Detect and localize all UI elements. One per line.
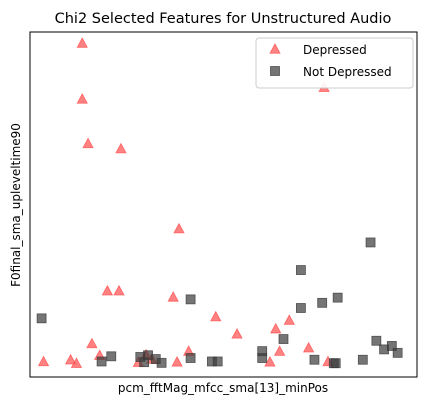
depressed-point <box>70 357 83 368</box>
not-depressed-point <box>278 334 289 344</box>
not-depressed-point <box>212 356 223 367</box>
not-depressed-point <box>106 351 117 362</box>
depressed-point <box>273 345 286 356</box>
depressed-point <box>76 37 88 48</box>
depressed-point <box>86 337 98 349</box>
legend-square-icon <box>270 66 280 76</box>
not-depressed-point <box>257 353 268 363</box>
not-depressed-point <box>156 357 167 368</box>
depressed-point <box>113 284 125 296</box>
series-depressed <box>37 37 334 368</box>
not-depressed-point <box>332 292 343 303</box>
legend-label: Not Depressed <box>303 65 392 79</box>
chart-title: Chi2 Selected Features for Unstructured … <box>55 11 392 27</box>
depressed-point <box>37 355 50 367</box>
not-depressed-point <box>392 347 403 358</box>
not-depressed-point <box>371 335 382 346</box>
legend-items: Depressed Not Depressed <box>269 43 392 79</box>
depressed-point <box>167 291 179 302</box>
legend-label: Depressed <box>303 43 367 57</box>
plot-frame <box>29 31 418 378</box>
depressed-point <box>76 93 88 104</box>
legend-triangle-icon <box>269 43 281 54</box>
depressed-point <box>231 328 243 339</box>
not-depressed-point <box>96 356 107 367</box>
plot-area <box>29 31 418 378</box>
not-depressed-point <box>295 265 306 275</box>
y-axis-label: F0final_sma_upleveltime90 <box>9 123 23 287</box>
series-not-depressed <box>36 237 403 369</box>
depressed-point <box>82 137 94 149</box>
depressed-point <box>64 353 77 365</box>
depressed-point <box>302 341 315 353</box>
not-depressed-point <box>357 354 368 365</box>
depressed-point <box>173 222 185 234</box>
depressed-point <box>115 142 127 154</box>
not-depressed-point <box>36 313 47 324</box>
not-depressed-point <box>185 294 196 305</box>
not-depressed-point <box>309 354 320 365</box>
x-axis-label: pcm_fftMag_mfcc_sma[13]_minPos <box>118 381 328 395</box>
not-depressed-point <box>330 358 341 369</box>
depressed-point <box>171 355 183 367</box>
depressed-point <box>101 284 114 296</box>
not-depressed-point <box>295 303 306 313</box>
depressed-point <box>283 314 295 325</box>
not-depressed-point <box>365 237 376 248</box>
depressed-point <box>210 310 222 322</box>
not-depressed-point <box>185 353 196 363</box>
not-depressed-point <box>386 341 397 351</box>
depressed-point <box>264 355 276 367</box>
points-layer <box>36 37 403 369</box>
depressed-point <box>270 322 282 334</box>
legend: Depressed Not Depressed <box>255 37 414 89</box>
legend-box <box>255 37 414 89</box>
not-depressed-point <box>317 297 328 308</box>
